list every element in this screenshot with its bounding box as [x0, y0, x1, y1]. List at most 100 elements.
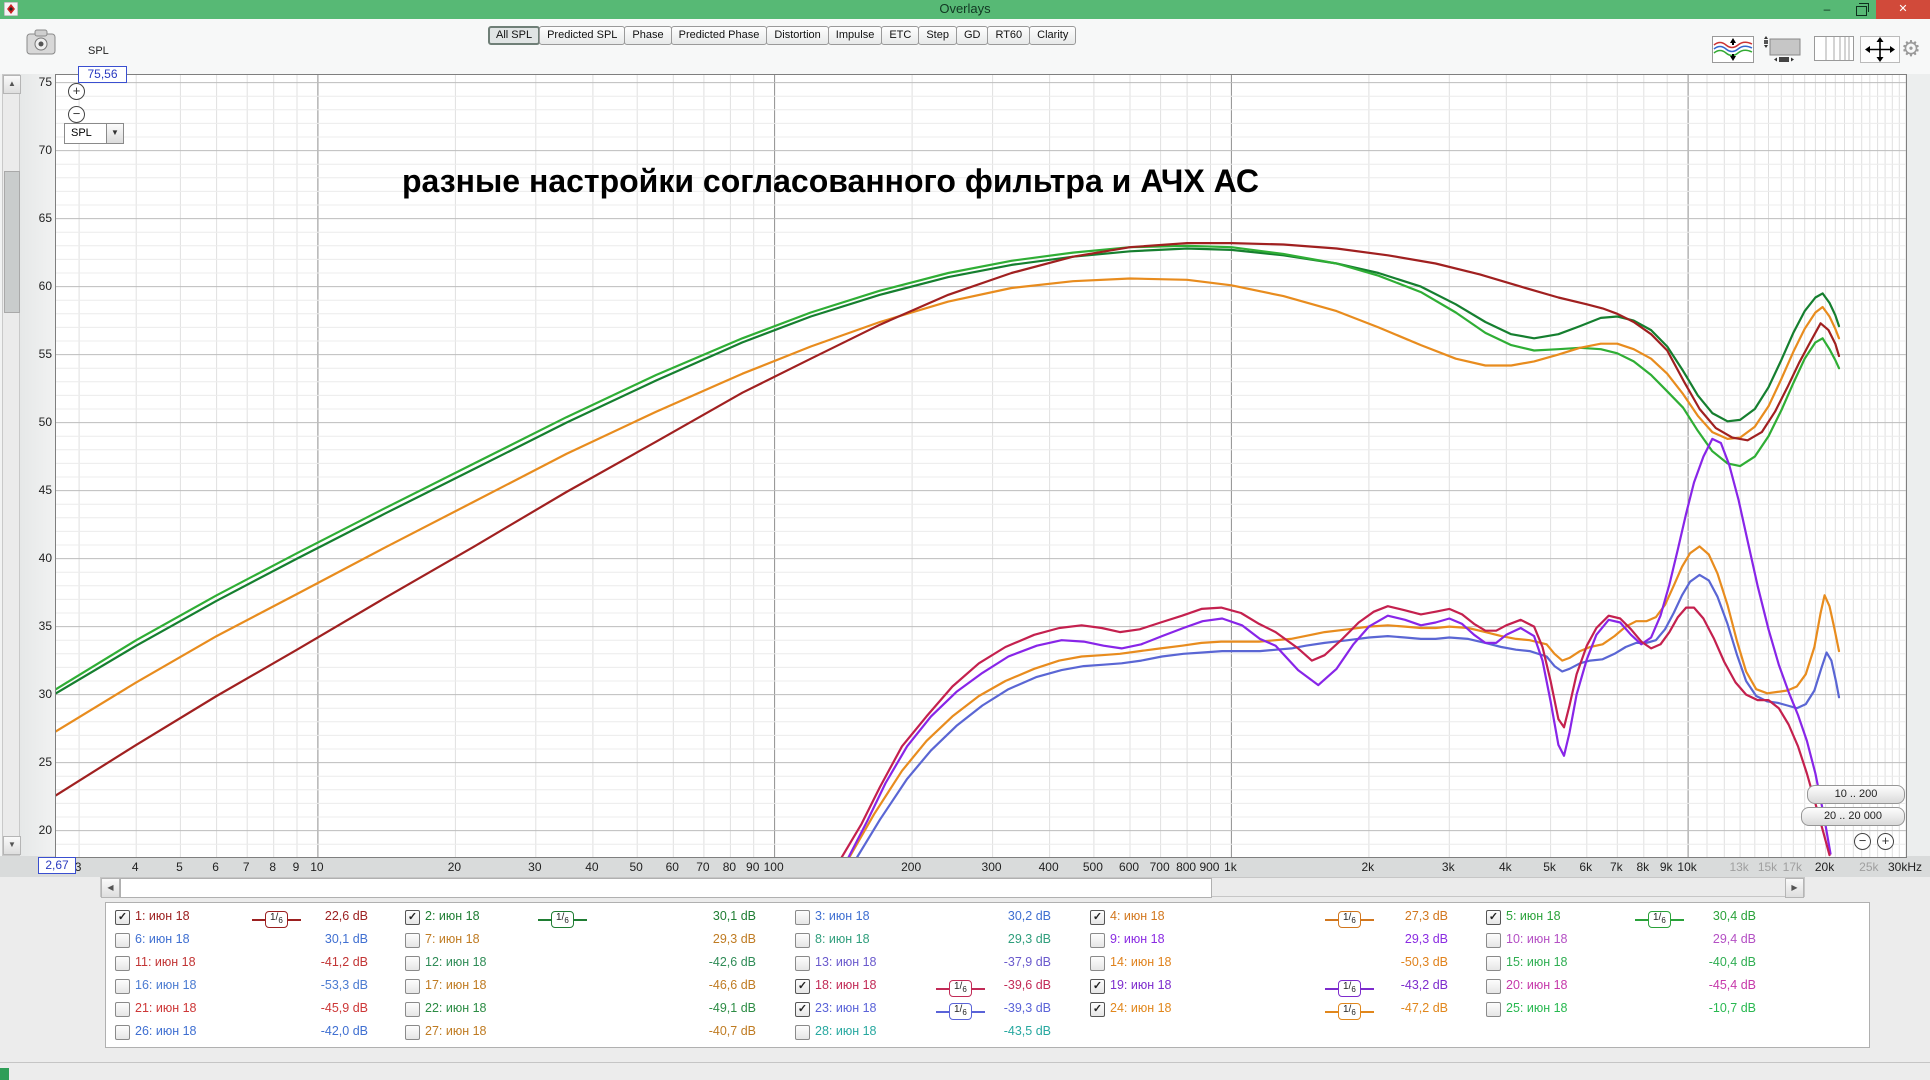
vertical-scroll-thumb[interactable] [4, 171, 20, 313]
measurement-name[interactable]: 1: июн 18 [135, 909, 190, 923]
tab-distortion[interactable]: Distortion [766, 26, 829, 45]
measurement-name[interactable]: 10: июн 18 [1506, 932, 1568, 946]
x-tick-label: 700 [1149, 860, 1170, 874]
measurement-name[interactable]: 25: июн 18 [1506, 1001, 1568, 1015]
measurement-name[interactable]: 8: июн 18 [815, 932, 870, 946]
measurement-name[interactable]: 3: июн 18 [815, 909, 870, 923]
axis-selector-dropdown[interactable]: SPL ▼ [64, 123, 124, 144]
measurement-checkbox[interactable]: ✓ [115, 910, 130, 925]
measurement-checkbox[interactable] [405, 933, 420, 948]
navigator-icon[interactable] [1762, 36, 1806, 63]
measurement-name[interactable]: 20: июн 18 [1506, 978, 1568, 992]
measurement-checkbox[interactable]: ✓ [1090, 1002, 1105, 1017]
measurement-checkbox[interactable] [1090, 956, 1105, 971]
measurement-checkbox[interactable]: ✓ [1486, 910, 1501, 925]
measurement-checkbox[interactable] [1486, 956, 1501, 971]
measurement-name[interactable]: 16: июн 18 [135, 978, 197, 992]
tab-rt60[interactable]: RT60 [987, 26, 1031, 45]
legend-entry: ✓ 19: июн 18 1/6 -43,2 dB [1088, 976, 1484, 998]
zoom-in-x-button[interactable]: + [1877, 833, 1894, 850]
y-tick-label: 35 [38, 618, 52, 633]
horizontal-scroll-thumb[interactable] [120, 878, 1212, 898]
legend-entry: 3: июн 18 30,2 dB [793, 907, 1088, 929]
zoom-out-x-button[interactable]: − [1854, 833, 1871, 850]
tab-gd[interactable]: GD [955, 26, 989, 45]
tab-etc[interactable]: ETC [881, 26, 920, 45]
measurement-checkbox[interactable]: ✓ [1090, 979, 1105, 994]
measurement-name[interactable]: 27: июн 18 [425, 1024, 487, 1038]
measurement-name[interactable]: 26: июн 18 [135, 1024, 197, 1038]
measurement-checkbox[interactable] [1090, 933, 1105, 948]
measurement-checkbox[interactable] [405, 979, 420, 994]
measurement-checkbox[interactable] [795, 956, 810, 971]
y-axis-strip [20, 74, 55, 856]
scroll-up-icon[interactable]: ▲ [3, 75, 21, 94]
measurement-checkbox[interactable] [795, 910, 810, 925]
tab-step[interactable]: Step [918, 26, 957, 45]
range-20-20000-button[interactable]: 20 .. 20 000 [1801, 807, 1905, 826]
measurement-name[interactable]: 13: июн 18 [815, 955, 877, 969]
tab-all-spl[interactable]: All SPL [488, 26, 541, 45]
measurement-name[interactable]: 14: июн 18 [1110, 955, 1172, 969]
tab-impulse[interactable]: Impulse [827, 26, 883, 45]
measurement-checkbox[interactable] [115, 956, 130, 971]
measurement-checkbox[interactable] [115, 1025, 130, 1040]
range-10-200-button[interactable]: 10 .. 200 [1807, 785, 1905, 804]
measurement-name[interactable]: 2: июн 18 [425, 909, 480, 923]
measurement-checkbox[interactable] [795, 1025, 810, 1040]
measurement-name[interactable]: 4: июн 18 [1110, 909, 1165, 923]
pan-icon[interactable] [1860, 36, 1900, 63]
measurement-name[interactable]: 17: июн 18 [425, 978, 487, 992]
measurement-checkbox[interactable] [115, 1002, 130, 1017]
close-button[interactable]: ✕ [1876, 0, 1930, 19]
horizontal-scrollbar[interactable]: ◀ ▶ [100, 877, 1805, 898]
measurement-name[interactable]: 23: июн 18 [815, 1001, 877, 1015]
restore-button[interactable] [1846, 0, 1876, 19]
camera-icon[interactable] [26, 28, 56, 56]
measurement-checkbox[interactable] [1486, 979, 1501, 994]
tab-predicted-spl[interactable]: Predicted SPL [539, 26, 626, 45]
zoom-in-y-button[interactable]: + [68, 83, 85, 100]
measurement-checkbox[interactable] [795, 933, 810, 948]
chevron-down-icon[interactable]: ▼ [106, 124, 123, 143]
measurement-name[interactable]: 18: июн 18 [815, 978, 877, 992]
measurement-name[interactable]: 22: июн 18 [425, 1001, 487, 1015]
measurement-name[interactable]: 24: июн 18 [1110, 1001, 1172, 1015]
vertical-scrollbar[interactable]: ▲ ▼ [2, 74, 21, 856]
measurement-checkbox[interactable]: ✓ [795, 1002, 810, 1017]
measurement-checkbox[interactable] [405, 1025, 420, 1040]
measurement-checkbox[interactable] [1486, 933, 1501, 948]
scroll-left-icon[interactable]: ◀ [101, 878, 120, 898]
y-max-input[interactable]: 75,56 [78, 66, 127, 83]
measurement-name[interactable]: 11: июн 18 [135, 955, 196, 969]
x-min-input[interactable]: 2,67 [38, 857, 76, 874]
measurement-name[interactable]: 12: июн 18 [425, 955, 487, 969]
scroll-down-icon[interactable]: ▼ [3, 836, 21, 855]
measurement-level-value: -43,2 dB [1400, 978, 1448, 992]
offset-curves-icon[interactable] [1712, 36, 1754, 63]
measurement-name[interactable]: 19: июн 18 [1110, 978, 1172, 992]
measurement-name[interactable]: 21: июн 18 [135, 1001, 197, 1015]
measurement-checkbox[interactable] [405, 1002, 420, 1017]
measurement-name[interactable]: 5: июн 18 [1506, 909, 1561, 923]
measurement-checkbox[interactable]: ✓ [1090, 910, 1105, 925]
measurement-name[interactable]: 28: июн 18 [815, 1024, 877, 1038]
measurement-checkbox[interactable] [115, 933, 130, 948]
measurement-checkbox[interactable] [405, 956, 420, 971]
measurement-checkbox[interactable] [115, 979, 130, 994]
scroll-right-icon[interactable]: ▶ [1785, 878, 1804, 898]
measurement-checkbox[interactable]: ✓ [405, 910, 420, 925]
measurement-checkbox[interactable] [1486, 1002, 1501, 1017]
tab-phase[interactable]: Phase [624, 26, 672, 45]
minimize-button[interactable]: – [1823, 2, 1831, 16]
settings-gear-icon[interactable]: ⚙ [1901, 36, 1921, 61]
zoom-out-y-button[interactable]: − [68, 106, 85, 123]
tab-predicted-phase[interactable]: Predicted Phase [670, 26, 768, 45]
measurement-name[interactable]: 6: июн 18 [135, 932, 190, 946]
measurement-name[interactable]: 9: июн 18 [1110, 932, 1165, 946]
tab-clarity[interactable]: Clarity [1029, 26, 1077, 45]
measurement-checkbox[interactable]: ✓ [795, 979, 810, 994]
bands-icon[interactable] [1814, 36, 1854, 61]
measurement-name[interactable]: 7: июн 18 [425, 932, 480, 946]
measurement-name[interactable]: 15: июн 18 [1506, 955, 1568, 969]
